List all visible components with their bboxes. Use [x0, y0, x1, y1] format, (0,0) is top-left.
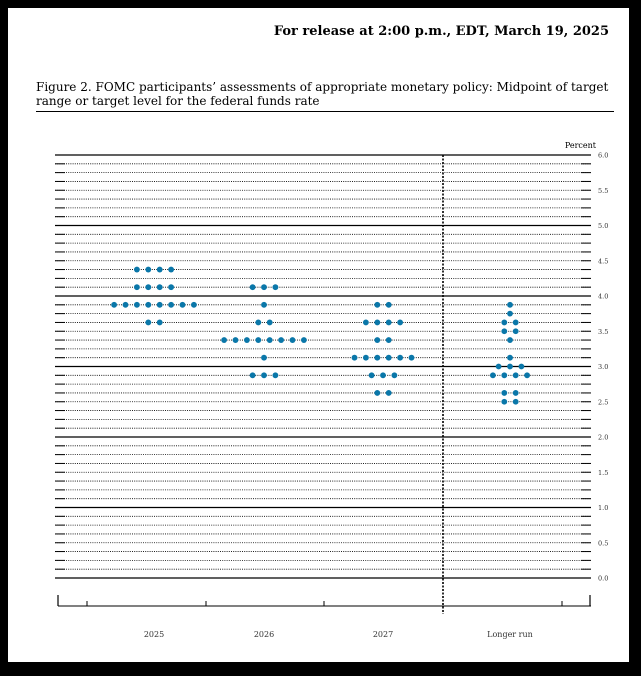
participant-dot: [408, 354, 415, 361]
participant-dot: [255, 337, 262, 343]
y-tick-label: 5.5: [598, 187, 608, 195]
participant-dot: [168, 266, 175, 273]
participant-dot: [512, 398, 519, 405]
participant-dot: [156, 284, 163, 291]
participant-dot: [156, 301, 163, 308]
y-tick-label: 4.5: [598, 257, 608, 265]
participant-dot: [385, 301, 392, 308]
participant-dot: [363, 354, 369, 361]
participant-dot: [278, 337, 284, 343]
participant-dot: [385, 337, 392, 343]
y-unit-label: Percent: [565, 141, 597, 150]
participant-dot: [232, 337, 239, 343]
participant-dot: [374, 319, 381, 326]
participant-dot: [261, 354, 267, 361]
participant-dot: [512, 390, 519, 396]
participant-dot: [145, 266, 152, 273]
participant-dot: [385, 354, 392, 361]
participant-dot: [261, 284, 267, 291]
participant-dot: [363, 319, 369, 326]
y-tick-label: 0.0: [598, 575, 608, 583]
participant-dot: [134, 301, 140, 308]
participant-dot: [351, 354, 358, 361]
participant-dot: [512, 372, 519, 379]
participant-dot: [507, 301, 513, 308]
y-tick-label: 3.0: [598, 363, 608, 371]
participant-dot: [191, 301, 197, 308]
participant-dot: [261, 301, 267, 308]
participant-dot: [512, 319, 519, 326]
x-category-label: Longer run: [487, 630, 533, 639]
participant-dot: [524, 372, 530, 379]
participant-dot: [507, 363, 513, 370]
participant-dot: [380, 372, 386, 379]
participant-dot: [289, 337, 296, 343]
participant-dot: [272, 372, 279, 379]
figure-page: For release at 2:00 p.m., EDT, March 19,…: [8, 8, 629, 662]
x-category-label: 2026: [254, 630, 274, 639]
participant-dot: [266, 319, 273, 326]
participant-dot: [145, 284, 152, 291]
participant-dot: [266, 337, 273, 343]
participant-dot: [495, 363, 502, 370]
participant-dot: [374, 354, 381, 361]
participant-dot: [374, 301, 381, 308]
participant-dot: [179, 301, 186, 308]
participant-dot: [507, 337, 513, 343]
participant-dot: [301, 337, 307, 343]
participant-dot: [145, 301, 152, 308]
participant-dot: [501, 319, 508, 326]
participant-dot: [501, 372, 508, 379]
participant-dot: [156, 319, 163, 326]
dot-plot-chart: 0.0 0.5 1.0 1.5 2.0 2.5 3.0 3.5 4.0 4.5 5.0 5.5 6.0P…: [55, 141, 608, 639]
participant-dot: [507, 354, 513, 361]
participant-dot: [134, 266, 140, 273]
y-tick-label: 2.0: [598, 434, 608, 442]
participant-dot: [374, 337, 381, 343]
participant-dot: [512, 328, 519, 335]
y-tick-label: 1.5: [598, 469, 608, 477]
participant-dot: [168, 284, 175, 291]
participant-dot: [221, 337, 228, 343]
figure-caption: Figure 2. FOMC participants’ assessments…: [36, 80, 609, 108]
participant-dot: [374, 390, 381, 396]
x-category-label: 2025: [144, 630, 164, 639]
participant-dot: [145, 319, 152, 326]
y-tick-label: 4.0: [598, 293, 608, 301]
participant-dot: [518, 363, 525, 370]
participant-dot: [397, 319, 403, 326]
participant-dot: [134, 284, 140, 291]
release-notice: For release at 2:00 p.m., EDT, March 19,…: [273, 24, 609, 39]
participant-dot: [122, 301, 129, 308]
y-tick-label: 0.5: [598, 539, 608, 547]
y-tick-label: 3.5: [598, 328, 608, 336]
participant-dot: [168, 301, 175, 308]
participant-dot: [368, 372, 375, 379]
participant-dot: [156, 266, 163, 273]
participant-dot: [244, 337, 250, 343]
participant-dot: [385, 319, 392, 326]
participant-dot: [272, 284, 279, 291]
participant-dot: [391, 372, 398, 379]
y-tick-label: 2.5: [598, 398, 608, 406]
participant-dot: [385, 390, 392, 396]
participant-dot: [249, 372, 256, 379]
participant-dot: [249, 284, 256, 291]
y-tick-label: 5.0: [598, 222, 608, 230]
caption-divider: [36, 111, 614, 112]
participant-dot: [501, 390, 508, 396]
y-tick-label: 6.0: [598, 152, 608, 160]
participant-dot: [261, 372, 267, 379]
participant-dot: [255, 319, 262, 326]
participant-dot: [501, 328, 508, 335]
y-tick-label: 1.0: [598, 504, 608, 512]
x-category-label: 2027: [373, 630, 393, 639]
participant-dot: [507, 310, 513, 317]
participant-dot: [111, 301, 117, 308]
participant-dot: [501, 398, 508, 405]
participant-dot: [397, 354, 403, 361]
participant-dot: [490, 372, 496, 379]
